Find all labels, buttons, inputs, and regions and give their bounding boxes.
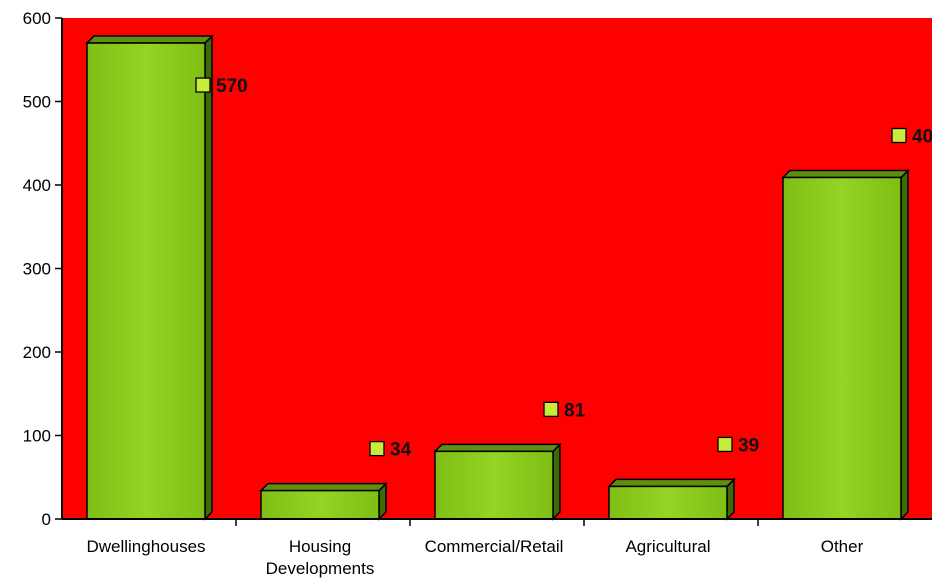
x-tick-label: Housing Developments	[266, 537, 375, 578]
bar-top	[781, 169, 910, 179]
x-tick-label-line: Housing	[289, 537, 351, 556]
bar	[85, 34, 214, 521]
y-tick-label: 300	[23, 260, 51, 279]
data-label-marker	[195, 77, 211, 93]
bar	[607, 477, 736, 521]
y-tick-label: 400	[23, 176, 51, 195]
y-tick-label: 0	[42, 510, 51, 529]
x-tick-label-line: Developments	[266, 559, 375, 578]
bar-side	[900, 168, 909, 521]
data-label: 39	[738, 435, 759, 456]
bar-top	[433, 443, 562, 453]
bar-front	[86, 42, 206, 520]
x-tick-label-line: Dwellinghouses	[86, 537, 205, 556]
bar-side	[552, 442, 561, 521]
axes: 0 100 200 300 400 500 600 Dwellinghouses Housing…	[23, 9, 932, 578]
data-label: 34	[390, 440, 412, 461]
data-label-marker	[543, 401, 559, 418]
x-tick-label: Agricultural	[625, 537, 710, 556]
data-label: 81	[564, 400, 586, 421]
x-tick-label: Other	[821, 537, 864, 556]
data-label-marker	[369, 440, 385, 457]
bar	[433, 442, 562, 521]
bar-front	[434, 450, 554, 520]
x-tick-label-line: Agricultural	[625, 537, 710, 556]
data-label-marker	[717, 436, 733, 453]
x-tick-label-line: Commercial/Retail	[425, 537, 564, 556]
x-tick-label-line: Other	[821, 537, 864, 556]
bar-front	[608, 485, 728, 520]
bar-front	[260, 489, 380, 520]
y-tick-label: 200	[23, 343, 51, 362]
y-tick-label: 600	[23, 9, 51, 28]
y-tick-label: 100	[23, 427, 51, 446]
data-label: 570	[216, 76, 248, 97]
y-tick-label: 500	[23, 93, 51, 112]
bar-top	[607, 478, 736, 488]
data-label: 409	[912, 126, 932, 147]
bar-top	[259, 482, 388, 492]
bar-front	[782, 176, 902, 520]
x-tick-label: Commercial/Retail	[425, 537, 564, 556]
bar	[781, 168, 910, 521]
bar-side	[204, 34, 213, 521]
bar	[259, 481, 388, 521]
data-label-marker	[891, 127, 907, 144]
data-labels: 570 34 81 39 409	[195, 76, 932, 461]
x-tick-label: Dwellinghouses	[86, 537, 205, 556]
bar-top	[85, 35, 214, 44]
